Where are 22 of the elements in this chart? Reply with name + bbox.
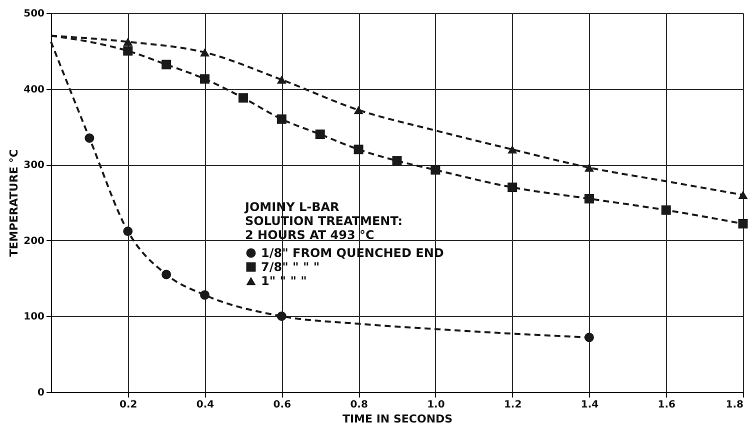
- x-tick-label: 0.6: [273, 400, 292, 410]
- x-tick-label: 1.4: [580, 400, 599, 410]
- y-tick-label: 200: [24, 236, 45, 247]
- point: [508, 145, 518, 154]
- x-tick-label: 0.2: [120, 400, 138, 410]
- y-tick-label: 0: [38, 388, 45, 398]
- y-tick-label: 400: [24, 84, 45, 96]
- point: [123, 38, 133, 46]
- x-axis-title: TIME IN SECONDS: [342, 412, 453, 426]
- x-tick-label: 1.0: [427, 400, 445, 410]
- y-tick-label: 300: [24, 160, 45, 172]
- x-tick-label: 0.4: [196, 400, 214, 410]
- x-tick-label: 1.2: [504, 400, 522, 410]
- y-tick-label: 100: [24, 312, 45, 323]
- x-tick-label: 1.8: [726, 400, 744, 410]
- y-axis-title: TEMPERATURE °C: [8, 149, 21, 257]
- legend-label: 1" " " ": [261, 274, 307, 288]
- x-tick-label: 0.8: [350, 400, 368, 410]
- y-tick-label: 500: [24, 8, 45, 20]
- x-tick-label: 1.6: [658, 400, 676, 410]
- point: [276, 76, 286, 84]
- point: [738, 218, 748, 228]
